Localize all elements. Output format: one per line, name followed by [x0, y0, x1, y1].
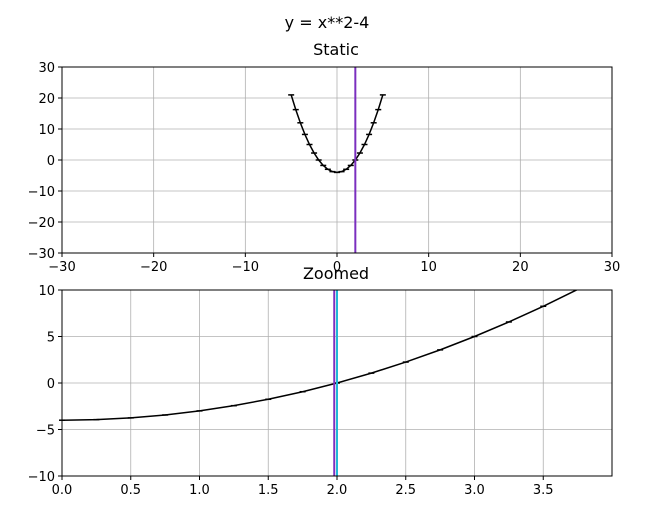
zoomed-xtick-label-4: 2.0	[327, 483, 348, 498]
zoomed-xtick-label-2: 1.0	[189, 483, 210, 498]
static-ytick-label-0: −30	[28, 247, 55, 262]
zoomed-series-line	[62, 290, 578, 421]
static-xtick-label-4: 10	[420, 260, 437, 275]
static-xtick-label-0: −30	[48, 260, 75, 275]
static-xtick-label-2: −10	[232, 260, 259, 275]
zoomed-ytick-label-3: 5	[47, 331, 55, 346]
static-xtick-label-3: 0	[333, 260, 341, 275]
static-ytick-label-2: −10	[28, 185, 55, 200]
zoomed-xtick-label-5: 2.5	[395, 483, 416, 498]
zoomed-ytick-label-0: −10	[28, 470, 55, 485]
zoomed-ytick-label-4: 10	[38, 284, 55, 299]
zoomed-xtick-label-6: 3.0	[464, 483, 485, 498]
static-ytick-label-5: 20	[38, 92, 55, 107]
static-ytick-label-6: 30	[38, 61, 55, 76]
figure-suptitle: y = x**2-4	[285, 13, 370, 32]
static-xtick-label-6: 30	[604, 260, 621, 275]
static-ytick-label-4: 10	[38, 123, 55, 138]
zoomed-xtick-label-7: 3.5	[533, 483, 554, 498]
static-title: Static	[313, 40, 359, 59]
static-axes: Static −30 −20 −10 0 10 20 30 −30 −20 −10 0 10 20 30	[28, 40, 621, 275]
zoomed-axes: Zoomed 0.0 0.5 1.0 1.5 2.0 2.5 3.0 3.5 −10 −5 0 5 10	[28, 264, 613, 498]
static-xtick-label-1: −20	[140, 260, 167, 275]
static-xtick-label-5: 20	[512, 260, 529, 275]
static-ytick-label-1: −20	[28, 216, 55, 231]
zoomed-ytick-label-1: −5	[36, 424, 55, 439]
static-ytick-label-3: 0	[47, 154, 55, 169]
zoomed-title: Zoomed	[303, 264, 369, 283]
zoomed-xtick-label-1: 0.5	[120, 483, 141, 498]
zoomed-xtick-label-0: 0.0	[52, 483, 73, 498]
zoomed-xtick-label-3: 1.5	[258, 483, 279, 498]
zoomed-ytick-label-2: 0	[47, 377, 55, 392]
